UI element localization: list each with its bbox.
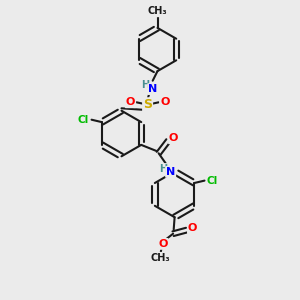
Text: O: O (158, 239, 168, 249)
Text: Cl: Cl (77, 115, 89, 125)
Text: O: O (169, 133, 178, 143)
Text: Cl: Cl (207, 176, 218, 186)
Text: CH₃: CH₃ (148, 6, 167, 16)
Text: O: O (160, 97, 169, 107)
Text: N: N (148, 84, 157, 94)
Text: O: O (188, 223, 197, 233)
Text: H: H (141, 80, 150, 90)
Text: S: S (143, 98, 152, 111)
Text: CH₃: CH₃ (150, 253, 170, 263)
Text: H: H (159, 164, 167, 174)
Text: O: O (126, 97, 135, 107)
Text: N: N (166, 167, 175, 177)
